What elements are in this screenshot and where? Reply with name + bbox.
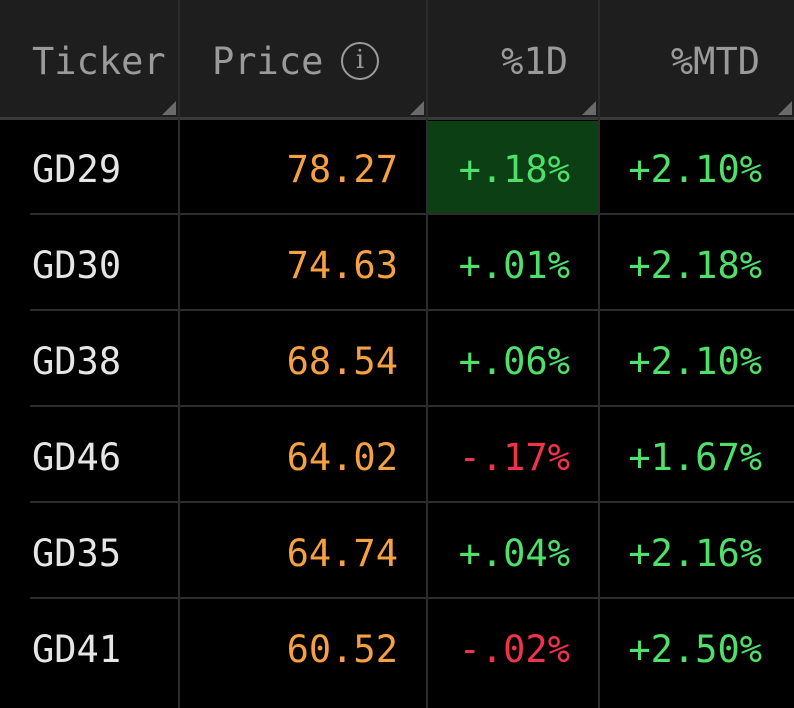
change-1d-cell: +.04% [458,532,570,575]
column-header-mtd[interactable]: %MTD [600,0,794,117]
ticker-cell: GD46 [32,436,122,479]
price-cell: 68.54 [286,340,398,383]
change-1d-cell: -.02% [458,628,570,671]
ticker-cell: GD30 [32,244,122,287]
column-header-1d[interactable]: %1D [428,0,598,117]
change-mtd-cell: +2.16% [628,532,762,575]
column-header-price[interactable]: Price [180,0,426,117]
change-1d-cell: +.18% [458,148,570,191]
change-mtd-cell: +2.10% [628,340,762,383]
column-divider [178,0,180,708]
price-cell: 74.63 [286,244,398,287]
change-1d-cell: +.06% [458,340,570,383]
row-divider [30,213,794,215]
sort-corner-icon[interactable] [410,101,424,115]
change-1d-cell: -.17% [458,436,570,479]
info-icon[interactable]: i [341,42,379,80]
price-cell: 64.02 [286,436,398,479]
row-divider [30,309,794,311]
column-header-price-label: Price [212,40,324,83]
column-divider [598,0,600,708]
sort-corner-icon[interactable] [778,101,792,115]
sort-corner-icon[interactable] [162,101,176,115]
price-cell: 60.52 [286,628,398,671]
header-divider [0,117,794,120]
change-mtd-cell: +2.18% [628,244,762,287]
change-highlight [428,121,598,213]
column-header-mtd-label: %MTD [670,40,760,83]
sort-corner-icon[interactable] [582,101,596,115]
change-mtd-cell: +2.50% [628,628,762,671]
change-mtd-cell: +2.10% [628,148,762,191]
row-divider [30,597,794,599]
ticker-cell: GD41 [32,628,122,671]
row-divider [30,501,794,503]
ticker-cell: GD35 [32,532,122,575]
change-mtd-cell: +1.67% [628,436,762,479]
row-divider [30,405,794,407]
ticker-cell: GD38 [32,340,122,383]
column-header-ticker[interactable]: Ticker [0,0,178,117]
column-header-1d-label: %1D [501,40,568,83]
column-header-ticker-label: Ticker [32,40,166,83]
column-divider [426,0,428,708]
price-cell: 78.27 [286,148,398,191]
change-1d-cell: +.01% [458,244,570,287]
ticker-cell: GD29 [32,148,122,191]
price-cell: 64.74 [286,532,398,575]
